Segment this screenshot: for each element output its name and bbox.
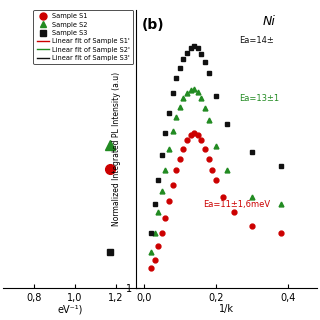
Y-axis label: Normalized Integrated PL Intensity (a.u): Normalized Integrated PL Intensity (a.u) [112,72,121,226]
Text: Ea=11±1,6meV: Ea=11±1,6meV [203,200,270,209]
Text: Ea=14±: Ea=14± [239,36,274,44]
X-axis label: 1/k: 1/k [219,304,234,314]
Legend: Sample S1, Sample S2, Sample S3, Linear fit of Sample S1', Linear fit of Sample : Sample S1, Sample S2, Sample S3, Linear … [33,10,133,65]
Text: (b): (b) [142,18,164,32]
X-axis label: eV⁻¹): eV⁻¹) [57,304,83,314]
Text: Ea=13±1: Ea=13±1 [239,94,279,103]
Text: Ni: Ni [263,15,276,28]
